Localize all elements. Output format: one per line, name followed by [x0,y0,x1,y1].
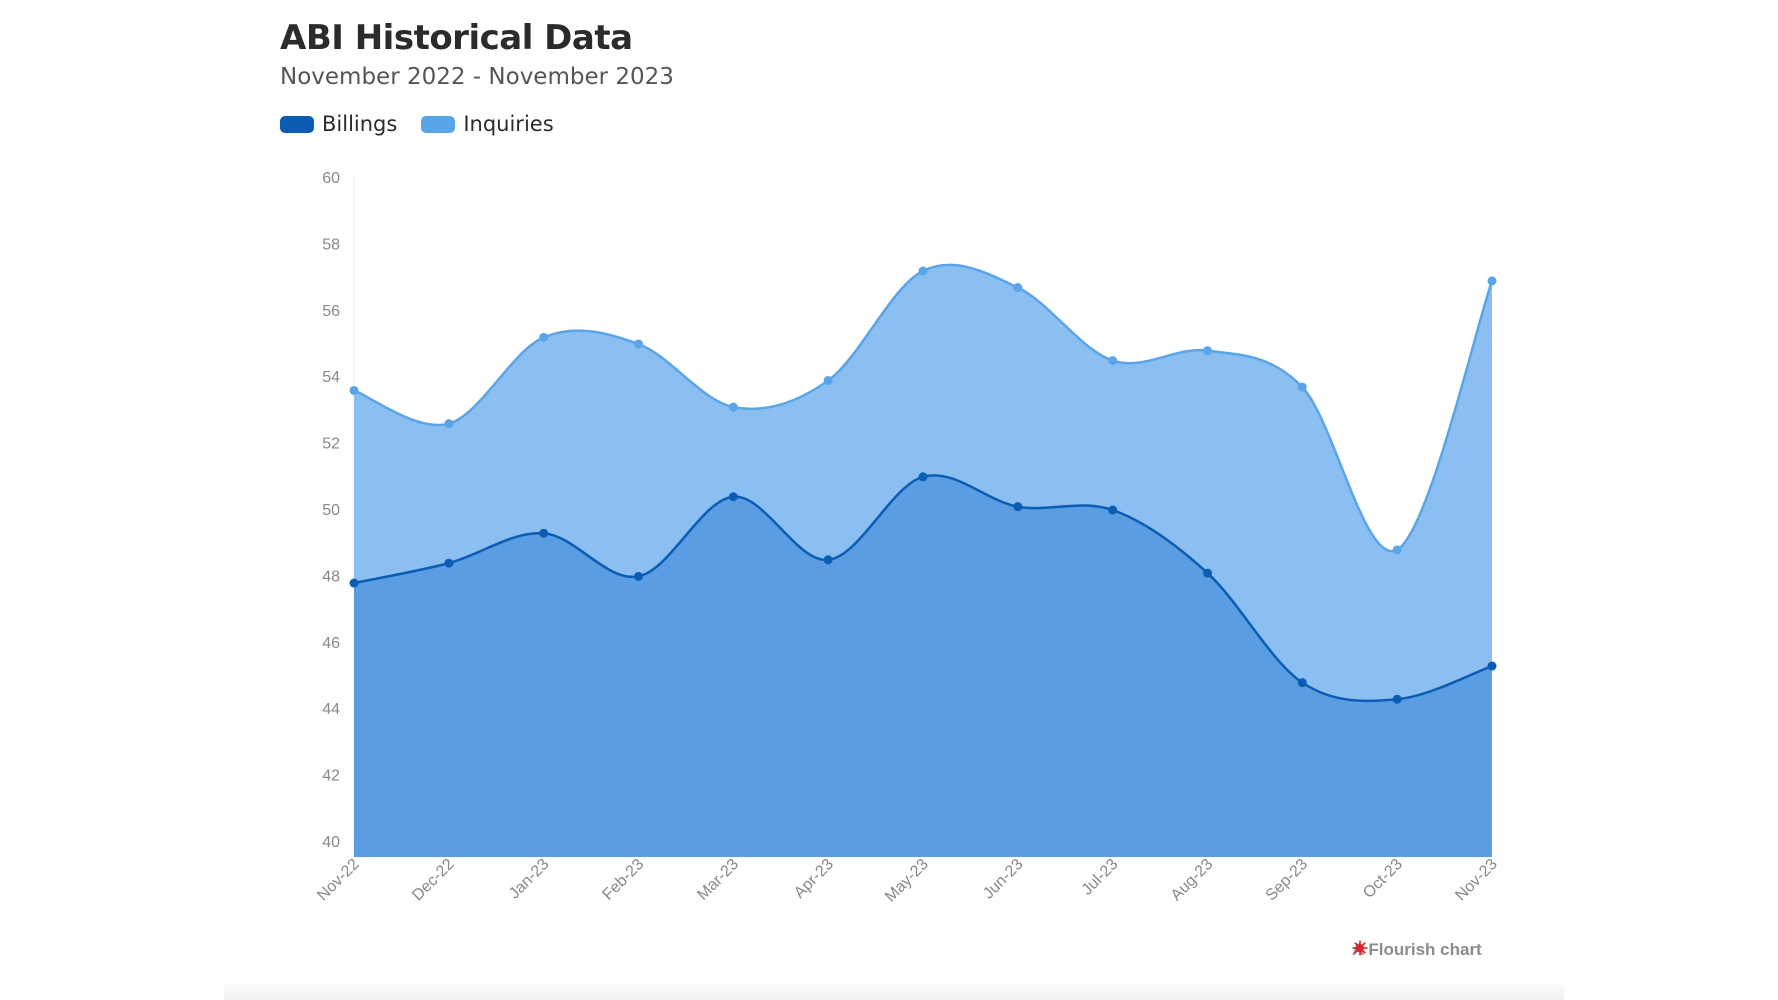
y-tick-label: 48 [322,568,340,585]
y-tick-label: 50 [322,502,340,519]
credit-text: A Flourish chart [1352,940,1482,959]
point-inquiries [1013,283,1023,293]
point-billings [349,578,359,588]
x-tick-label: Mar-23 [694,856,742,904]
point-billings [1108,505,1118,515]
point-inquiries [539,332,549,342]
point-inquiries [1203,346,1212,356]
x-tick-label: Dec-22 [409,856,458,905]
legend-item-inquiries[interactable]: Inquiries [421,112,554,136]
y-tick-label: 40 [322,834,340,851]
point-inquiries [444,419,454,429]
x-axis: Nov-22 Dec-22 Jan-23 Feb-23 Mar-23 Apr-23 May-… [314,856,1501,906]
legend-label-billings: Billings [322,112,398,136]
y-tick-label: 60 [322,170,340,187]
chart-subtitle: November 2022 - November 2023 [280,64,674,90]
point-inquiries [1392,545,1402,555]
point-billings [918,472,928,482]
legend: Billings Inquiries [280,112,554,136]
point-inquiries [728,402,738,412]
x-tick-label: Nov-23 [1452,856,1501,905]
flourish-credit[interactable]: A Flourish chart [1352,940,1482,960]
point-inquiries [634,339,643,349]
y-tick-label: 54 [322,369,340,386]
legend-swatch-inquiries [421,115,456,133]
point-billings [1013,502,1023,512]
y-tick-label: 58 [322,236,340,253]
legend-label-inquiries: Inquiries [463,112,554,136]
x-tick-label: Sep-23 [1263,856,1312,905]
line-inquiries [353,263,1494,553]
series-areas [354,264,1492,857]
x-tick-label: Feb-23 [599,856,647,904]
point-inquiries [1487,276,1497,286]
point-billings [823,555,833,565]
chart-title: ABI Historical Data [280,18,633,58]
point-billings [1203,568,1212,578]
y-tick-label: 42 [322,768,340,785]
point-inquiries [1108,356,1118,366]
point-billings [634,571,643,581]
area-billings [354,475,1492,857]
y-tick-label: 52 [322,436,340,453]
x-tick-label: Aug-23 [1168,856,1217,905]
point-billings [1392,694,1402,704]
point-inquiries [918,266,928,276]
y-tick-label: 56 [322,303,340,320]
x-tick-label: Jun-23 [980,856,1027,903]
legend-swatch-billings [280,115,314,133]
point-inquiries [1297,382,1307,392]
x-tick-label: Jan-23 [506,856,553,903]
y-tick-label: 46 [322,635,340,652]
point-billings [539,528,549,538]
legend-item-billings[interactable]: Billings [280,112,397,136]
x-tick-label: Nov-22 [314,856,363,905]
x-tick-label: Apr-23 [791,856,837,902]
series-points [349,266,1497,704]
point-billings [728,492,738,502]
point-billings [1297,678,1307,688]
x-tick-label: Oct-23 [1360,856,1406,902]
y-tick-label: 44 [322,701,340,718]
y-axis: 40 42 44 46 48 50 52 54 56 58 60 [322,170,355,851]
point-inquiries [823,376,833,386]
x-tick-label: May-23 [882,856,932,906]
x-tick-label: Jul-23 [1079,856,1122,899]
footer-bar [224,985,1564,1000]
point-billings [1487,661,1497,671]
point-inquiries [349,385,359,395]
point-billings [444,558,454,568]
flourish-logo-icon [1352,940,1368,956]
